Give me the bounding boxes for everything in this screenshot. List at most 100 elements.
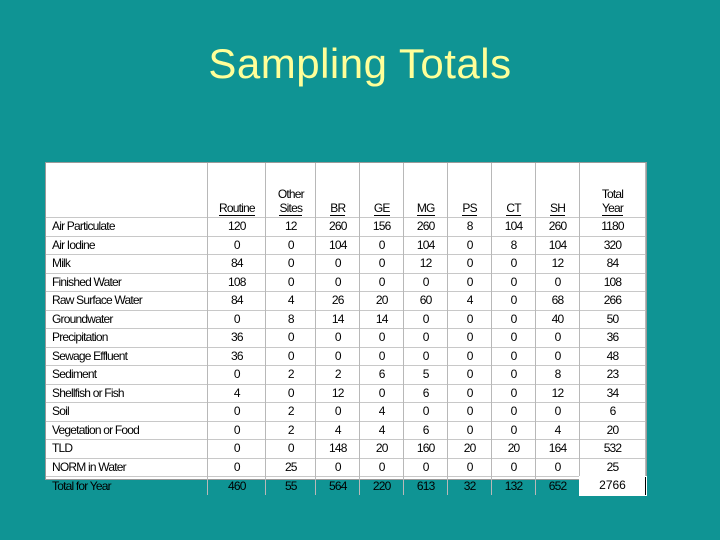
column-header: SH: [535, 163, 580, 218]
table-cell: 36: [207, 328, 267, 347]
table-cell: 0: [359, 235, 405, 255]
table-cell: 104: [315, 235, 361, 255]
table-cell: 14: [359, 309, 405, 329]
table-cell: 0: [447, 365, 493, 384]
table-cell: 4: [359, 420, 405, 440]
table-cell: 0: [447, 420, 493, 440]
row-label: Raw Surface Water: [46, 291, 209, 310]
table-cell: 23: [579, 365, 646, 384]
table-cell: 0: [315, 272, 361, 292]
table-cell: 0: [535, 346, 580, 366]
table-row: TLD 0 0 148 20 160 20 20 164 532: [46, 439, 646, 458]
table-cell: 0: [265, 439, 317, 458]
table-cell: 108: [579, 272, 646, 292]
table-cell: 0: [359, 346, 405, 366]
header-row: Routine Other Sites BR GE MG PS CT SH Total Year: [46, 163, 646, 218]
table-cell: 0: [315, 254, 361, 273]
table-cell: 0: [207, 439, 267, 458]
column-header: CT: [491, 163, 537, 218]
column-header-line2: CT: [506, 201, 522, 216]
table-cell: 0: [403, 346, 449, 366]
column-header-line2: GE: [373, 201, 390, 216]
table-cell: 0: [207, 235, 267, 255]
table-cell: 0: [447, 272, 493, 292]
table-cell: 0: [265, 346, 317, 366]
row-label: Shellfish or Fish: [46, 383, 209, 403]
table-cell: 320: [579, 235, 646, 255]
table-cell: 104: [403, 235, 449, 255]
table-cell: 25: [579, 457, 646, 477]
column-header-line1: Total: [601, 187, 624, 201]
table-cell: 0: [207, 420, 267, 440]
table-cell: 0: [491, 291, 537, 310]
table-row: Sediment 0 2 2 6 5 0 0 8 23: [46, 365, 646, 384]
table-row: Raw Surface Water 84 4 26 20 60 4 0 68 266: [46, 291, 646, 310]
table-cell: 652: [535, 476, 580, 495]
column-header-line2: PS: [462, 201, 478, 216]
table-cell: 0: [535, 328, 580, 347]
table-cell: 55: [265, 476, 317, 495]
table-cell: 6: [359, 365, 405, 384]
table-cell: 0: [403, 402, 449, 421]
table-cell: 8: [535, 365, 580, 384]
table-cell: 0: [447, 235, 493, 255]
table-cell: 1180: [579, 217, 646, 236]
table-cell: 0: [491, 457, 537, 477]
table-row: Vegetation or Food 0 2 4 4 6 0 0 4 20: [46, 420, 646, 440]
table-cell: 12: [315, 383, 361, 403]
total-row-label: Total for Year: [46, 476, 209, 495]
table-cell: 20: [359, 291, 405, 310]
table-cell: 4: [315, 420, 361, 440]
table-cell: 2: [265, 365, 317, 384]
table-cell: 0: [207, 309, 267, 329]
table-cell: 0: [359, 383, 405, 403]
table-cell: 34: [579, 383, 646, 403]
table-cell: 164: [535, 439, 580, 458]
table-row: NORM in Water 0 25 0 0 0 0 0 0 25: [46, 457, 646, 477]
table-cell: 20: [491, 439, 537, 458]
table-cell: 14: [315, 309, 361, 329]
table-cell: 4: [207, 383, 267, 403]
column-header: GE: [359, 163, 405, 218]
table-cell: 12: [535, 254, 580, 273]
table-cell: 0: [265, 383, 317, 403]
table-cell: 132: [491, 476, 537, 495]
data-table: Routine Other Sites BR GE MG PS CT SH Total Year A…: [46, 163, 647, 496]
row-label: Vegetation or Food: [46, 420, 209, 440]
table-cell: 8: [491, 235, 537, 255]
table-cell: 0: [207, 365, 267, 384]
table-cell: 0: [359, 328, 405, 347]
table-row: Groundwater 0 8 14 14 0 0 0 40 50: [46, 309, 646, 329]
table-cell: 104: [491, 217, 537, 236]
table-row: Shellfish or Fish 4 0 12 0 6 0 0 12 34: [46, 383, 646, 403]
table-cell: 0: [403, 328, 449, 347]
row-label: Milk: [46, 254, 209, 273]
table-cell: 2: [265, 402, 317, 421]
column-header-line2: SH: [549, 201, 566, 216]
table-row: Air Particulate 120 12 260 156 260 8 104 260 1180: [46, 217, 646, 236]
table-cell: 0: [535, 457, 580, 477]
column-header-line2: MG: [416, 201, 435, 216]
table-cell: 160: [403, 439, 449, 458]
table-cell: 0: [265, 254, 317, 273]
column-header-line2: Routine: [218, 201, 256, 216]
column-header-line2: Sites: [279, 201, 303, 216]
row-label: Groundwater: [46, 309, 209, 329]
column-header: Routine: [207, 163, 267, 218]
table-cell: 20: [579, 420, 646, 440]
table-row: Sewage Effluent 36 0 0 0 0 0 0 0 48: [46, 346, 646, 366]
table-cell: 220: [359, 476, 405, 495]
table-cell: 0: [491, 346, 537, 366]
table-cell: 4: [359, 402, 405, 421]
table-cell: 0: [207, 457, 267, 477]
table-cell: 68: [535, 291, 580, 310]
table-cell: 12: [265, 217, 317, 236]
table-cell: 266: [579, 291, 646, 310]
table-cell: 84: [207, 291, 267, 310]
row-label: Sediment: [46, 365, 209, 384]
table-cell: 0: [315, 457, 361, 477]
table-cell: 0: [359, 457, 405, 477]
row-label: Air Iodine: [46, 235, 209, 255]
table-cell: 84: [579, 254, 646, 273]
sampling-totals-table: Routine Other Sites BR GE MG PS CT SH Total Year A…: [45, 162, 647, 496]
